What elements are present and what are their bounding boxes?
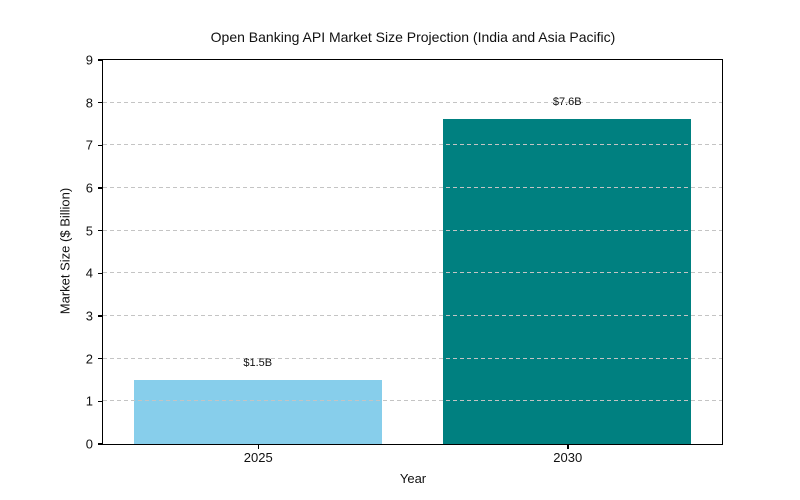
y-tick-9 [97, 59, 102, 61]
y-tick-1 [97, 400, 102, 403]
bar-2025 [133, 379, 382, 444]
y-tick-label-2: 2 [85, 351, 93, 367]
chart-title: Open Banking API Market Size Projection … [210, 29, 616, 45]
y-tick-8 [97, 101, 102, 104]
x-tick-label-2025: 2025 [243, 450, 273, 465]
bar-2030 [443, 119, 692, 444]
y-tick-3 [97, 315, 102, 317]
y-tick-6 [97, 187, 102, 189]
bar-value-label-2030: $7.6B [552, 96, 582, 109]
y-tick-7 [97, 144, 102, 147]
y-tick-4 [97, 272, 102, 275]
x-tick-label-2030: 2030 [553, 450, 583, 465]
gridline-y-5 [103, 229, 722, 231]
gridline-y-8 [103, 101, 722, 103]
gridline-y-6 [103, 187, 722, 188]
bar-value-label-2025: $1.5B [243, 356, 273, 369]
plot-area: $1.5B $7.6B [102, 58, 723, 445]
y-tick-label-9: 9 [85, 52, 93, 68]
gridline-y-2 [103, 357, 722, 359]
gridline-y-7 [103, 144, 722, 146]
y-tick-label-3: 3 [85, 308, 93, 324]
gridline-y-4 [103, 272, 722, 274]
y-tick-label-7: 7 [85, 137, 93, 153]
y-tick-5 [97, 229, 102, 232]
gridline-y-3 [103, 315, 722, 316]
y-tick-2 [97, 357, 102, 360]
y-axis-label: Market Size ($ Billion) [57, 187, 73, 315]
y-tick-label-1: 1 [85, 393, 93, 409]
x-tick-2025 [257, 444, 259, 449]
y-tick-label-0: 0 [85, 436, 93, 452]
x-tick-2030 [567, 444, 569, 449]
y-tick-label-4: 4 [85, 265, 93, 281]
y-tick-label-6: 6 [85, 180, 93, 196]
y-tick-0 [97, 443, 102, 445]
gridline-y-1 [103, 400, 722, 402]
y-tick-label-5: 5 [85, 223, 93, 239]
y-tick-label-8: 8 [85, 95, 93, 111]
x-axis-label: Year [399, 471, 427, 486]
